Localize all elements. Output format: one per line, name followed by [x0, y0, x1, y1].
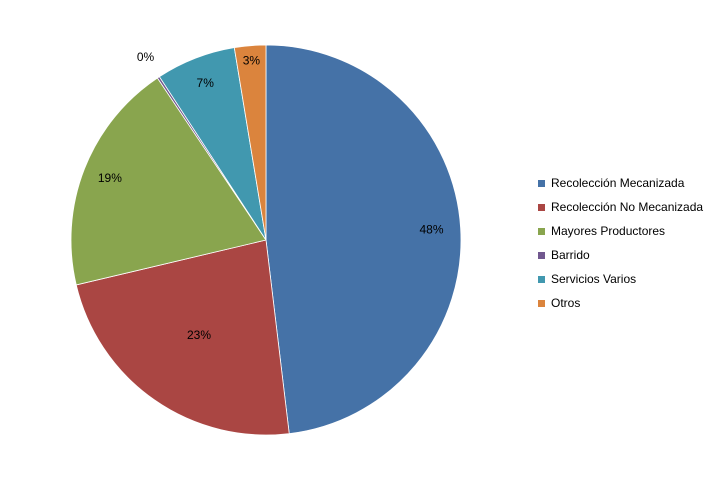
pie-slice-mayores-productores	[70, 77, 267, 286]
pie-slices	[70, 44, 462, 436]
data-label: 48%	[419, 222, 443, 236]
legend-item: Barrido	[538, 243, 703, 267]
legend-swatch	[538, 299, 545, 307]
pie-slice-recolecci-n-mecanizada	[265, 44, 462, 435]
legend-label: Recolección No Mecanizada	[551, 200, 704, 214]
legend-item: Mayores Productores	[538, 219, 703, 243]
chart-legend: Recolección Mecanizada Recolección No Mec…	[538, 171, 703, 315]
data-label: 19%	[98, 171, 122, 185]
legend-item: Servicios Varios	[538, 267, 703, 291]
data-label: 3%	[243, 53, 261, 67]
legend-label: Barrido	[551, 248, 590, 262]
legend-label: Mayores Productores	[551, 224, 666, 238]
legend-swatch	[538, 275, 545, 283]
legend-label: Recolección Mecanizada	[551, 176, 685, 190]
legend-swatch	[538, 203, 545, 211]
pie-slice-recolecci-n-no-mecanizada	[75, 239, 290, 436]
legend-label: Servicios Varios	[551, 272, 637, 286]
pie-data-labels: 48% 23% 19% 0% 7% 3%	[98, 50, 444, 342]
legend-swatch	[538, 179, 545, 187]
pie-slice-otros	[233, 44, 267, 241]
data-label: 0%	[137, 50, 155, 64]
legend-swatch	[538, 227, 545, 235]
legend-item: Recolección Mecanizada	[538, 171, 703, 195]
data-label: 23%	[187, 328, 211, 342]
data-label: 7%	[197, 76, 215, 90]
legend-swatch	[538, 251, 545, 259]
legend-label: Otros	[551, 296, 581, 310]
legend-item: Otros	[538, 291, 703, 315]
legend-item: Recolección No Mecanizada	[538, 195, 703, 219]
